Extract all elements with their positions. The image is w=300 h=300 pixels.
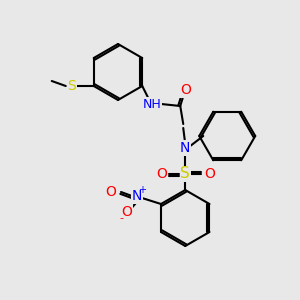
Text: O: O [122, 205, 132, 219]
Text: O: O [156, 167, 167, 181]
Text: NH: NH [143, 98, 162, 110]
Text: O: O [180, 83, 191, 97]
Text: O: O [106, 185, 116, 199]
Text: O: O [204, 167, 215, 181]
Text: S: S [68, 79, 76, 93]
Text: -: - [119, 213, 123, 223]
Text: N: N [132, 189, 142, 203]
Text: S: S [180, 167, 190, 182]
Text: +: + [138, 185, 146, 195]
Text: N: N [180, 141, 190, 155]
